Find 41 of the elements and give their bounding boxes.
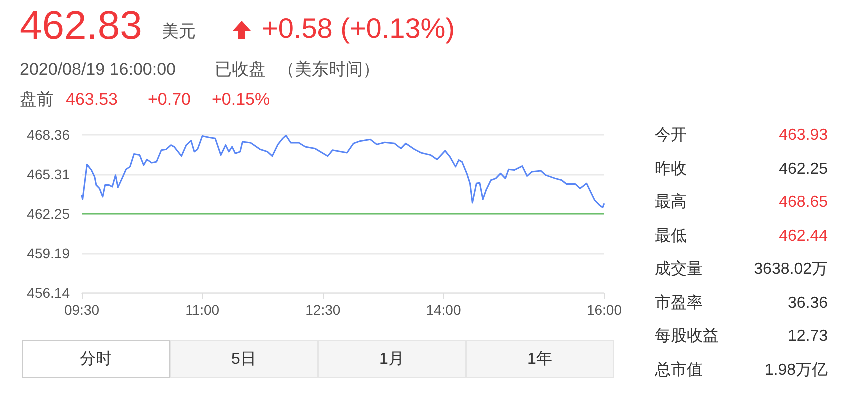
y-tick-label: 468.36 [27, 127, 70, 143]
text: 462.44 [779, 226, 828, 246]
chart-title: 462.83 [20, 3, 142, 50]
text: 最高 [655, 193, 687, 212]
text: 今开 [655, 126, 687, 145]
text: 2020/08/19 16:00:00 [20, 60, 176, 80]
text: 462.25 [779, 160, 828, 178]
text: 3638.02万 [754, 260, 828, 279]
text: 最低 [655, 226, 687, 246]
text: 12.73 [788, 327, 828, 346]
x-tick-label: 16:00 [586, 302, 622, 318]
text: 盘前 [20, 90, 54, 110]
x-tick-label: 11:00 [186, 302, 220, 318]
text: 市盈率 [655, 294, 703, 312]
text: 每股收益 [655, 327, 719, 346]
x-tick-label: 12:30 [306, 302, 341, 318]
text: 1年 [466, 340, 614, 378]
text: 1月 [318, 340, 466, 378]
text: 美元 [162, 22, 196, 42]
text: +0.58 (+0.13%) [262, 12, 456, 46]
y-tick-label: 459.19 [27, 246, 70, 262]
text: 1.98万亿 [764, 360, 828, 380]
text: +0.70 [148, 90, 192, 110]
y-tick-label: 465.31 [27, 166, 70, 182]
text: 已收盘 [215, 60, 266, 80]
text: 463.93 [779, 126, 828, 145]
text: 昨收 [655, 160, 687, 178]
x-tick-label: 14:00 [426, 302, 462, 318]
text: 463.53 [66, 90, 118, 110]
text: 468.65 [779, 193, 828, 212]
text: 总市值 [655, 360, 703, 380]
text: 36.36 [788, 294, 828, 312]
text: 分时 [22, 340, 170, 378]
x-tick-label: 09:30 [64, 302, 100, 318]
y-tick-label: 456.14 [27, 285, 70, 301]
text: 5日 [170, 340, 318, 378]
y-tick-label: 462.25 [27, 206, 70, 222]
line-series [81, 134, 606, 208]
text: +0.15% [212, 90, 270, 110]
text: （美东时间） [278, 60, 380, 80]
text: 成交量 [655, 260, 703, 279]
